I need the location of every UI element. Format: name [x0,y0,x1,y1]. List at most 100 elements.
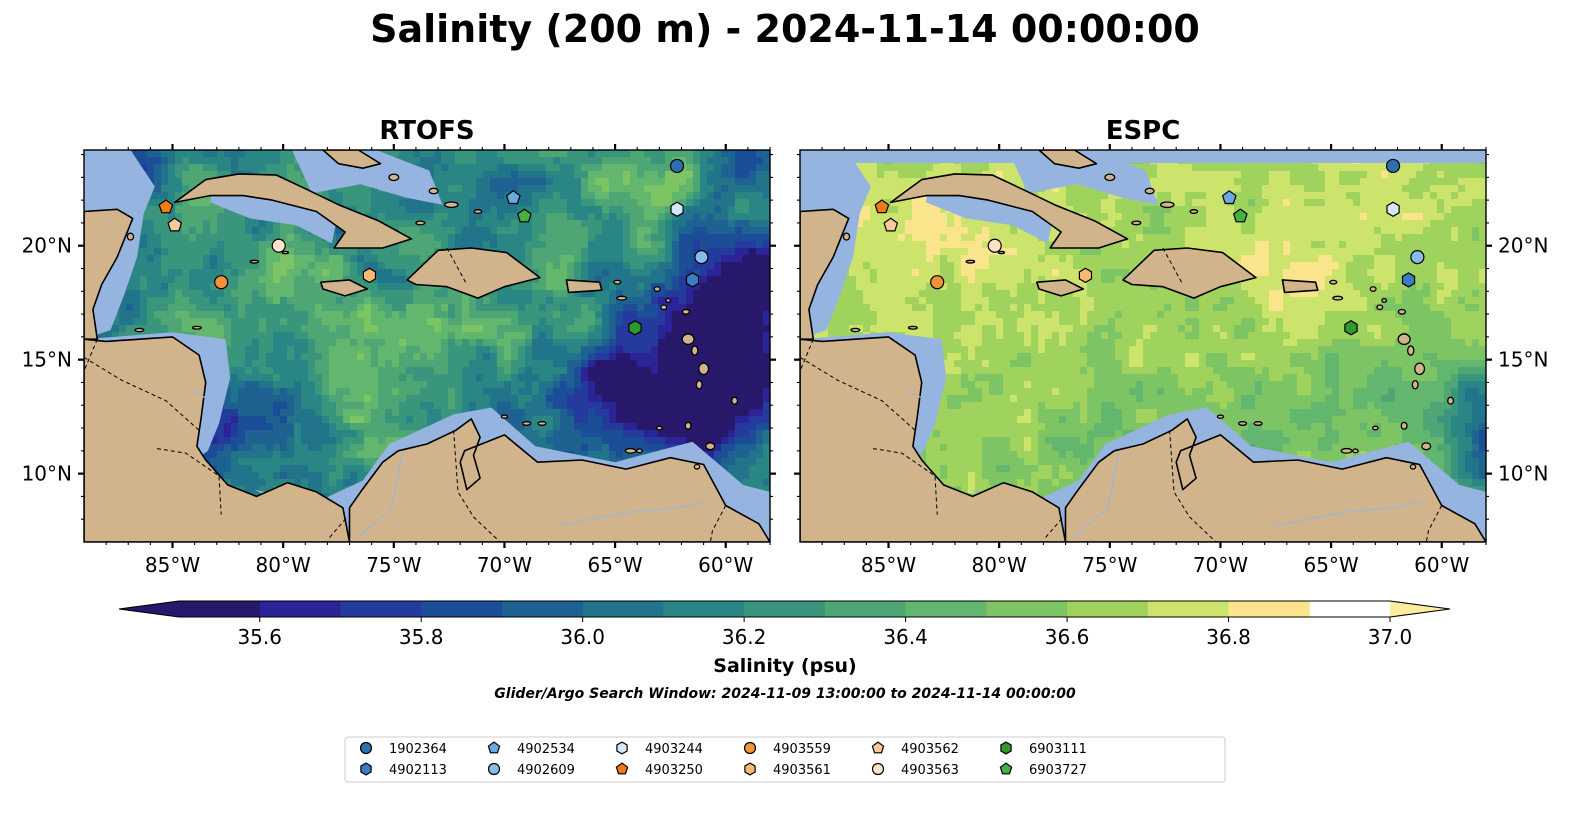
p0-border-0 [84,356,200,431]
p0-island-16 [249,259,260,264]
legend-marker-4902113 [360,762,372,776]
p0-island-2 [691,345,699,356]
colorbar-segment [905,601,987,617]
p1-island-0 [1414,362,1426,376]
colorbar-segment [582,601,664,617]
p0-border-1 [156,448,222,515]
p0-land-hispaniola [406,247,541,299]
p1-island-4 [1400,421,1408,430]
p0-island-4 [684,421,692,430]
map-panel-espc: 85°W 80°W 75°W 70°W 65°W 60°W 10°N 15°N 20°N [794,144,1548,577]
colorbar-extend-low [119,601,179,617]
colorbar-segment [663,601,745,617]
p0-island-19 [134,327,145,333]
colorbar-segment [1228,601,1310,617]
y-tick-label: 15°N [22,348,72,372]
colorbar-segment [824,601,907,617]
p0-island-20 [126,232,135,241]
p1-island-8 [1369,286,1377,292]
legend-marker-4903563 [871,762,885,776]
x-tick-label: 85°W [145,553,200,577]
p1-border-1 [872,448,938,515]
colorbar-segment [179,601,261,617]
legend-label-4903563: 4903563 [901,763,959,778]
y-tick-label: 10°N [1498,462,1548,486]
legend-label-6903727: 6903727 [1029,763,1087,778]
land [84,150,770,542]
p0-border-6 [84,339,98,372]
y-tick-label: 20°N [22,234,72,258]
p0-island-21 [444,201,459,209]
legend-marker-6903111 [1000,741,1012,755]
x-tick-label: 80°W [256,553,311,577]
x-tick-label: 70°W [1193,553,1248,577]
colorbar-segment [744,601,826,617]
p0-river-0 [357,452,404,538]
float-marker-4903562-espc [883,217,899,232]
p1-river-1 [1273,500,1425,527]
p1-island-26 [1340,447,1353,454]
p1-shelf-3 [1008,150,1159,205]
p1-land-yucatan [800,208,850,341]
x-tick-label: 65°W [1303,553,1358,577]
p0-border-5 [709,505,727,542]
p1-land-cuba [889,173,1129,249]
p1-island-22 [1189,209,1199,215]
legend-label-1902364: 1902364 [389,742,447,757]
p0-island-18 [191,325,202,330]
legend-label-4902609: 4902609 [517,763,575,778]
colorbar-outline [118,600,1451,618]
colorbar-segment [501,601,584,617]
float-marker-4902609-rtofs [694,250,709,265]
float-marker-6903727-espc [1232,208,1248,223]
p0-island-10 [665,297,672,303]
legend-label-4903561: 4903561 [773,763,831,778]
p0-island-28 [636,448,643,454]
p0-island-5 [731,396,739,405]
x-tick-label: 60°W [1414,553,1469,577]
float-marker-6903727-rtofs [516,208,532,223]
x-tick-label: 75°W [366,553,421,577]
p1-land-hispaniola [1122,247,1257,299]
float-marker-4903250-rtofs [158,199,174,214]
p0-land-yucatan [84,208,134,341]
p0-border-3 [453,430,501,542]
p0-land-puertorico [565,279,603,294]
colorbar-tick-label: 37.0 [1368,625,1413,649]
p0-island-17 [281,250,290,255]
p0-island-15 [500,414,509,419]
p1-land-southAm [1064,418,1486,542]
p1-island-6 [1421,442,1432,451]
p0-island-27 [656,425,663,431]
legend: 1902364 4902113 4902534 4902609 4903244 49032… [344,736,1226,783]
float-markers [874,158,1425,336]
float-marker-4903563-rtofs [271,238,286,253]
p0-island-3 [695,379,703,390]
p0-island-1 [681,333,695,346]
p0-island-8 [653,286,661,292]
p1-island-23 [1131,220,1142,226]
map-frame [799,149,1487,543]
p0-island-12 [613,279,622,285]
p1-island-29 [1409,463,1417,470]
p0-river-2 [192,390,213,402]
p1-border-0 [800,356,916,431]
p0-island-7 [660,304,668,311]
legend-label-4903250: 4903250 [645,763,703,778]
p1-island-17 [997,250,1006,255]
p1-land-puertorico [1281,279,1319,294]
p1-border-6 [800,339,814,372]
p0-island-11 [616,295,628,301]
float-marker-4902113-espc [1401,272,1416,288]
colorbar: 35.6 35.8 36.0 36.2 36.4 36.6 36.8 37.0 [118,600,1451,649]
float-marker-4903559-rtofs [214,275,229,290]
p1-island-28 [1352,448,1359,454]
p0-shelf-3 [292,150,443,205]
legend-label-4902113: 4902113 [389,763,447,778]
map-panel-rtofs: 85°W 80°W 75°W 70°W 65°W 60°W 10°N 15°N 20°N [22,144,776,577]
float-marker-4902113-rtofs [685,272,700,288]
p0-island-26 [624,447,637,454]
map-frame [83,149,771,543]
p1-island-12 [1329,279,1338,285]
